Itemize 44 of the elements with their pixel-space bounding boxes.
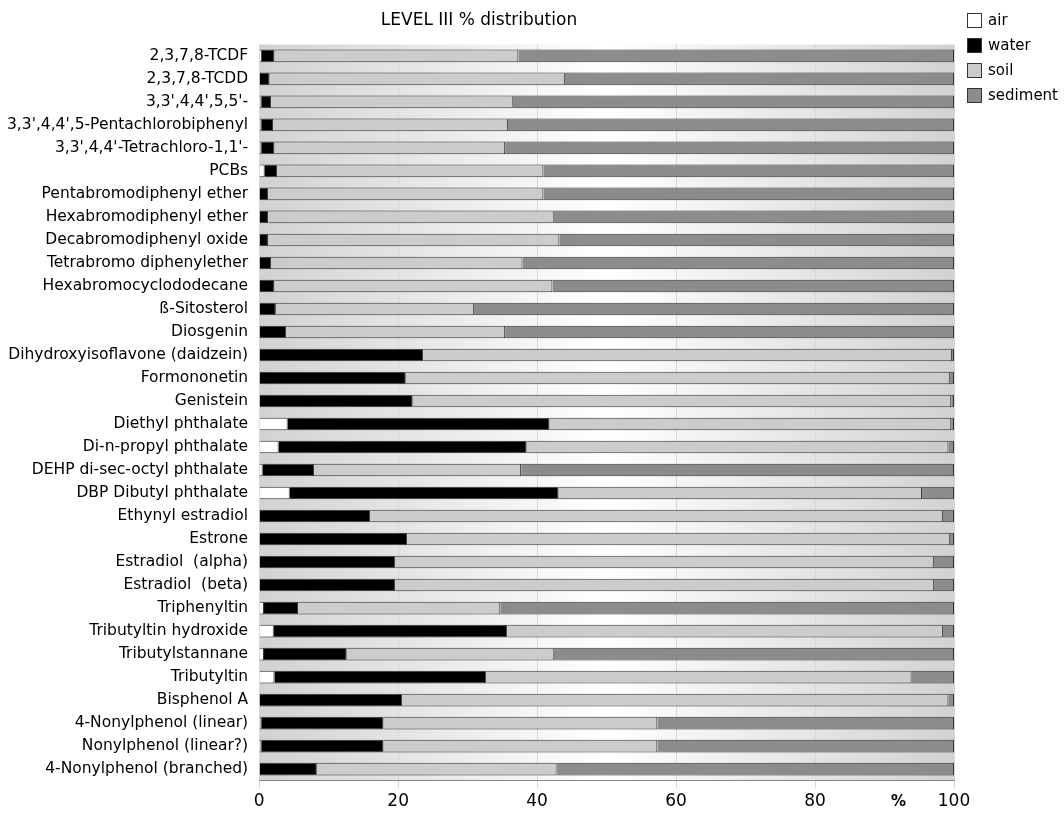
x-tick-label: 100 [937, 790, 971, 811]
legend-label: water [988, 35, 1031, 56]
y-tick-label: Estradiol (alpha) [115, 552, 249, 571]
x-tick-label: 60 [665, 790, 687, 811]
chart-title: LEVEL III % distribution [380, 8, 578, 29]
y-tick-label: ß-Sitosterol [159, 299, 249, 317]
y-tick-label: Bisphenol A [156, 690, 249, 709]
y-tick-label: 4-Nonylphenol (linear) [74, 713, 249, 732]
legend-label: sediment [988, 85, 1058, 106]
y-tick-label: Tetrabromo diphenylether [45, 252, 249, 271]
y-tick-label: Formononetin [140, 368, 249, 387]
y-tick-label: PCBs [209, 160, 249, 179]
y-tick-label: Nonylphenol (linear?) [81, 736, 249, 755]
y-tick-label: DEHP di-sec-octyl phthalate [31, 460, 249, 479]
y-tick-label: 3,3',4,4',5,5'- [145, 91, 249, 110]
y-tick-label: Tributylstannane [117, 644, 249, 663]
x-tick-label: 20 [387, 790, 409, 811]
x-tick-label: 40 [526, 790, 548, 811]
y-tick-label: 2,3,7,8-TCDF [149, 45, 249, 64]
y-tick-label: Ethynyl estradiol [117, 506, 249, 525]
text: soil [988, 60, 1014, 81]
x-tick-label: 80 [804, 790, 826, 811]
legend-label: air [988, 10, 1008, 31]
y-tick-label: 4-Nonylphenol (branched) [45, 759, 249, 778]
y-tick-label: Tributyltin [169, 667, 249, 686]
x-tick-label: 0 [253, 790, 265, 811]
y-tick-label: Decabromodiphenyl oxide [45, 229, 249, 248]
y-tick-label: Pentabromodiphenyl ether [41, 183, 249, 202]
y-tick-label: Di-n-propyl phthalate [82, 437, 249, 456]
y-tick-label: Hexabromodiphenyl ether [45, 206, 249, 225]
y-tick-label: Estrone [189, 529, 249, 548]
y-tick-label: 3,3',4,4',5-Pentachlorobiphenyl [6, 114, 249, 133]
y-tick-label: Dihydroxyisoflavone (daidzein) [8, 345, 249, 364]
y-tick-label: Hexabromocyclododecane [42, 276, 249, 294]
y-tick-label: Diosgenin [171, 322, 249, 341]
y-tick-label: Estradiol (beta) [123, 575, 249, 594]
y-tick-label: Diethyl phthalate [113, 414, 249, 433]
y-tick-label: Triphenyltin [156, 598, 249, 617]
y-tick-label: Genistein [174, 391, 249, 410]
y-tick-label: 2,3,7,8-TCDD [146, 68, 249, 87]
x-axis-title: % [890, 792, 906, 811]
y-tick-label: Tributyltin hydroxide [88, 621, 249, 640]
y-tick-label: 3,3',4,4'-Tetrachloro-1,1'- [54, 137, 249, 156]
y-tick-label: DBP Dibutyl phthalate [76, 483, 249, 502]
